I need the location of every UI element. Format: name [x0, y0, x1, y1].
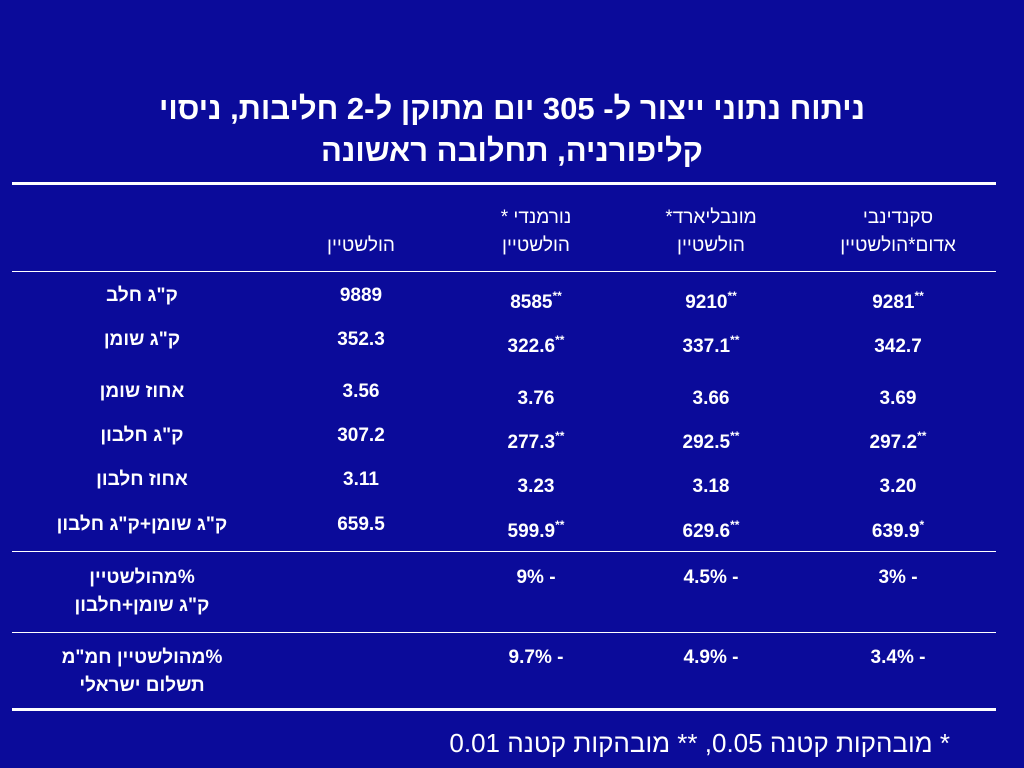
row-fat-pct-hol: 3.56: [342, 381, 380, 402]
pct-row-2-label: %מהולשטיין חמ"מ תשלום ישראלי: [12, 644, 272, 700]
pct-row-2-scand: - 3.4%: [870, 647, 926, 668]
cell-value: 277.3: [507, 432, 556, 453]
header-normande-line2: הולשטיין: [502, 235, 570, 256]
row-label-protein-kg: ק"ג חלבון: [100, 425, 184, 446]
sig-mark: **: [914, 289, 924, 303]
header-holstein: הולשטיין: [272, 232, 450, 260]
row-protein-kg-scand: **297.2: [800, 422, 996, 457]
row-fat-protein-norm: **599.9: [450, 511, 622, 546]
cell-value: 3.76: [517, 388, 555, 409]
sig-mark: **: [917, 429, 927, 443]
cell-value: 3.66: [692, 388, 730, 409]
sig-mark: **: [555, 333, 565, 347]
row-protein-pct-hol: 3.11: [343, 469, 379, 490]
row-fat-kg-hol: 352.3: [337, 329, 385, 350]
row-label-fat-kg: ק"ג שומן: [103, 329, 181, 350]
cell-value: 629.6: [682, 521, 731, 542]
slide-title: ניתוח נתוני ייצור ל- 305 יום מתוקן ל-2 ח…: [40, 88, 984, 172]
sig-mark: **: [727, 289, 737, 303]
title-line-1: ניתוח נתוני ייצור ל- 305 יום מתוקן ל-2 ח…: [159, 91, 865, 126]
pct-row-1-norm: - 9%: [516, 567, 556, 588]
row-fat-kg-norm: **322.6: [450, 326, 622, 361]
row-fat-pct-mont: 3.66: [622, 378, 800, 413]
cell-value: 292.5: [682, 432, 731, 453]
cell-value: 322.6: [507, 336, 556, 357]
sig-mark: **: [552, 289, 562, 303]
row-label-milk: ק"ג חלב: [106, 285, 178, 306]
pct-row-2-label-line1: %מהולשטיין חמ"מ: [61, 647, 223, 668]
row-protein-kg-mont: **292.5: [622, 422, 800, 457]
cell-value: 9210: [685, 292, 728, 313]
row-protein-kg-norm: **277.3: [450, 422, 622, 457]
header-montbeliarde-line1: מונבליארד*: [665, 207, 757, 228]
header-holstein-line2: הולשטיין: [327, 235, 395, 256]
header-scandinavian-line2: אדום*הולשטיין: [840, 235, 956, 256]
pct-row-1-label-line1: %מהולשטיין: [89, 567, 195, 588]
pct-row-2-norm: - 9.7%: [508, 647, 564, 668]
row-milk-mont: **9210: [622, 282, 800, 317]
row-label-fat-protein: ק"ג שומן+ק"ג חלבון: [56, 514, 228, 535]
row-protein-kg-hol: 307.2: [337, 425, 385, 446]
header-montbeliarde-line2: הולשטיין: [677, 235, 745, 256]
row-milk-norm: **8585: [450, 282, 622, 317]
pct-row-2-label-line2: תשלום ישראלי: [79, 675, 205, 696]
row-protein-pct-mont: 3.18: [622, 466, 800, 501]
row-fat-pct-norm: 3.76: [450, 378, 622, 413]
row-fat-protein-mont: **629.6: [622, 511, 800, 546]
pct-rule: [12, 632, 996, 633]
significance-footnote: * מובהקות קטנה 0.05, ** מובהקות קטנה 0.0…: [449, 728, 950, 758]
table-bottom-rule: [12, 708, 996, 711]
sig-mark: **: [555, 429, 565, 443]
header-rule: [12, 271, 996, 272]
cell-value: 3.18: [692, 476, 730, 497]
pct-row-1-scand: - 3%: [878, 567, 918, 588]
sig-mark: *: [919, 518, 925, 532]
cell-value: 3.20: [879, 476, 917, 497]
cell-value: 342.7: [874, 336, 922, 357]
title-line-2: קליפורניה, תחלובה ראשונה: [321, 133, 703, 168]
row-protein-pct-scand: 3.20: [800, 466, 996, 501]
cell-value: 3.69: [879, 388, 917, 409]
pct-row-2-mont: - 4.9%: [683, 647, 739, 668]
cell-value: 599.9: [507, 521, 556, 542]
row-label-protein-pct: אחוז חלבון: [96, 469, 188, 490]
row-fat-protein-hol: 659.5: [337, 514, 385, 535]
sig-mark: **: [555, 518, 565, 532]
header-scandinavian-line1: סקנדינבי: [862, 207, 934, 228]
pct-row-1-label-line2: ק"ג שומן+חלבון: [74, 595, 210, 616]
row-fat-kg-scand: 342.7: [800, 326, 996, 361]
cell-value: 8585: [510, 292, 553, 313]
header-scandinavian: סקנדינבי אדום*הולשטיין: [800, 204, 996, 260]
cell-value: 297.2: [869, 432, 918, 453]
cell-value: 9281: [872, 292, 915, 313]
pct-row-1-mont: - 4.5%: [683, 567, 739, 588]
row-fat-protein-scand: *639.9: [800, 511, 996, 546]
row-milk-scand: **9281: [800, 282, 996, 317]
sig-mark: **: [730, 518, 740, 532]
sig-mark: **: [730, 429, 740, 443]
rows-rule: [12, 551, 996, 552]
row-protein-pct-norm: 3.23: [450, 466, 622, 501]
pct-row-1-label: %מהולשטיין ק"ג שומן+חלבון: [12, 564, 272, 620]
header-normande: נורמנדי * הולשטיין: [450, 204, 622, 260]
row-label-fat-pct: אחוז שומן: [99, 381, 185, 402]
cell-value: 639.9: [871, 521, 920, 542]
sig-mark: **: [730, 333, 740, 347]
cell-value: 3.23: [517, 476, 555, 497]
row-fat-pct-scand: 3.69: [800, 378, 996, 413]
header-normande-line1: נורמנדי *: [500, 207, 572, 228]
header-montbeliarde: מונבליארד* הולשטיין: [622, 204, 800, 260]
row-fat-kg-mont: **337.1: [622, 326, 800, 361]
row-milk-hol: 9889: [339, 285, 383, 306]
cell-value: 337.1: [682, 336, 731, 357]
table-top-rule: [12, 182, 996, 185]
